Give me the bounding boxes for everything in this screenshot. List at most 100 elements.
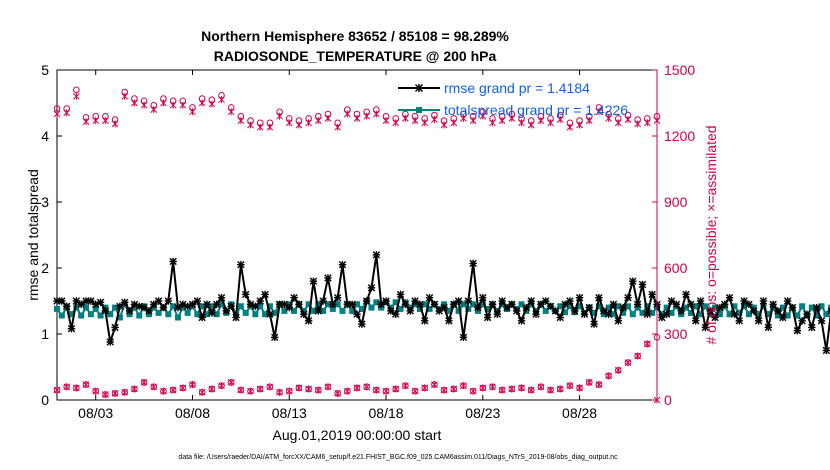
rmse-point	[812, 303, 821, 312]
obs-assimilated-point	[353, 384, 361, 392]
rmse-point	[208, 309, 216, 317]
obs-assimilated-point	[373, 110, 380, 118]
obs-assimilated-point	[53, 386, 61, 394]
totalspread-point	[73, 304, 80, 311]
totalspread-point	[697, 311, 704, 318]
totalspread-point	[794, 312, 801, 319]
totalspread-point	[518, 301, 525, 308]
x-tick-label: 08/08	[175, 405, 210, 421]
obs-assimilated-point	[547, 119, 554, 127]
obs-assimilated-point	[518, 119, 525, 127]
obs-assimilated-point	[324, 114, 332, 122]
obs-assimilated-point	[218, 382, 225, 390]
obs-assimilated-point	[469, 387, 477, 395]
rmse-point	[764, 323, 772, 332]
rmse-point	[271, 333, 279, 341]
obs-assimilated-point	[363, 383, 371, 391]
totalspread-point	[208, 303, 215, 310]
obs-assimilated-point	[314, 117, 322, 125]
obs-assimilated-point	[634, 120, 641, 128]
totalspread-point	[808, 304, 815, 311]
rmse-point	[614, 317, 622, 325]
rmse-point	[633, 300, 642, 308]
totalspread-point	[116, 314, 123, 321]
rmse-point	[711, 313, 719, 322]
obs-assimilated-point	[208, 385, 216, 393]
obs-assimilated-point	[82, 381, 90, 389]
totalspread-point	[465, 305, 472, 312]
obs-assimilated-point	[276, 388, 283, 396]
rmse-point	[624, 294, 632, 302]
totalspread-point	[479, 301, 486, 308]
rmse-point	[150, 300, 158, 308]
rmse-point	[827, 307, 830, 315]
chart-title-line2: RADIOSONDE_TEMPERATURE @ 200 hPa	[214, 48, 497, 64]
rmse-point	[217, 294, 226, 302]
obs-assimilated-point	[305, 385, 312, 393]
rmse-series	[53, 251, 830, 355]
obs-assimilated-point	[498, 117, 506, 125]
rmse-point	[580, 310, 589, 318]
totalspread-point	[392, 299, 399, 306]
totalspread-point	[174, 314, 181, 321]
obs-assimilated-point	[634, 352, 641, 360]
rmse-point	[212, 300, 221, 308]
rmse-point	[406, 307, 414, 315]
obs-assimilated-point	[508, 385, 516, 393]
rmse-point	[479, 294, 487, 302]
obs-assimilated-point	[92, 117, 100, 125]
rmse-point	[537, 300, 545, 308]
rmse-point	[745, 300, 753, 308]
rmse-point	[783, 297, 792, 305]
obs-assimilated-point	[566, 382, 574, 390]
plot-area	[56, 69, 658, 401]
obs-assimilated-point	[285, 387, 293, 395]
rmse-point	[759, 297, 768, 305]
totalspread-point	[310, 307, 317, 314]
rmse-point	[198, 313, 206, 322]
rmse-point	[445, 317, 453, 325]
totalspread-point	[112, 304, 119, 311]
rmse-point	[566, 297, 574, 305]
right-tick-label: 600	[664, 260, 688, 276]
rmse-point	[551, 307, 560, 315]
obs-assimilated-point	[402, 382, 409, 390]
rmse-point	[329, 300, 337, 308]
rmse-point	[324, 274, 332, 282]
totalspread-point	[731, 303, 738, 310]
x-axis-label: Aug.01,2019 00:00:00 start	[273, 427, 442, 443]
right-axis-tick-labels: 0 300 600 900 1200 1500	[664, 62, 695, 408]
rmse-point	[377, 300, 385, 308]
rmse-point	[798, 317, 806, 325]
obs-assimilated-point	[440, 386, 448, 394]
totalspread-point	[639, 309, 646, 316]
obs-assimilated-point	[73, 384, 80, 392]
rmse-point	[769, 300, 777, 308]
rmse-point	[512, 307, 521, 315]
right-tick-label: 1200	[664, 128, 695, 144]
obs-assimilated-point	[121, 92, 129, 100]
totalspread-point	[624, 303, 631, 310]
totalspread-point	[291, 307, 298, 314]
obs-assimilated-point	[189, 381, 196, 389]
rmse-point	[808, 323, 816, 332]
rmse-point	[706, 307, 714, 315]
rmse-point	[638, 280, 647, 289]
totalspread-point	[252, 311, 259, 318]
rmse-point	[382, 297, 390, 305]
totalspread-point	[320, 307, 327, 314]
totalspread-point	[58, 312, 65, 319]
rmse-point	[106, 338, 114, 346]
rmse-point	[154, 297, 163, 305]
obs-assimilated-point	[140, 378, 148, 386]
obs-assimilated-point	[227, 108, 235, 116]
rmse-point	[372, 251, 381, 259]
obs-assimilated-point	[73, 92, 80, 100]
legend-spread-label: totalspread grand pr = 1.4226	[444, 102, 628, 118]
rmse-point	[483, 313, 492, 322]
obs-assimilated-point	[527, 386, 535, 394]
totalspread-point	[445, 307, 452, 314]
obs-assimilated-point	[295, 384, 303, 392]
totalspread-point	[354, 301, 360, 308]
rmse-point	[822, 346, 830, 355]
